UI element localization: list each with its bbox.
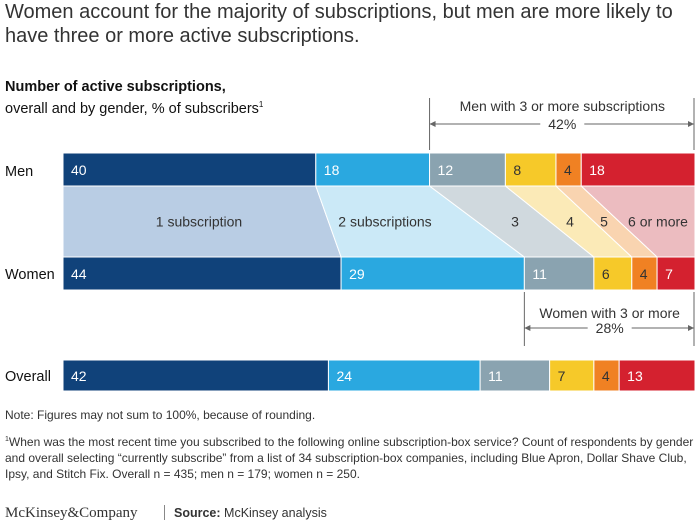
annotation-2-value: 28% <box>596 320 624 336</box>
chart-subtitle: Number of active subscriptions, overall … <box>5 78 263 118</box>
category-label-overall: Overall <box>5 369 51 385</box>
bar-men-6 <box>580 152 696 187</box>
bar-overall-2 <box>327 359 481 392</box>
bar-women-1 <box>62 256 342 291</box>
annotation-2-arrow-right <box>688 325 694 331</box>
value-label-overall-1: 42 <box>71 368 87 384</box>
value-label-men-6: 18 <box>589 162 605 178</box>
stacked-bar-chart: 1 subscription 2 subscriptions 3 4 5 6 or mor… <box>5 98 696 392</box>
value-label-men-4: 8 <box>513 162 521 178</box>
value-label-overall-3: 11 <box>488 368 503 384</box>
annotation-1-arrow-right <box>688 121 694 127</box>
value-label-overall-5: 4 <box>602 368 610 384</box>
chart-footnote: 1When was the most recent time you subsc… <box>5 432 695 482</box>
legend-label-2: 2 subscriptions <box>338 214 431 230</box>
value-label-women-2: 29 <box>349 266 365 282</box>
annotation-2-arrow-left <box>524 325 531 331</box>
bar-women-4 <box>593 256 633 291</box>
bar-men-5 <box>555 152 582 187</box>
chart-note: Note: Figures may not sum to 100%, becau… <box>5 408 316 422</box>
legend-label-3: 3 <box>511 214 519 230</box>
value-label-women-3: 11 <box>532 266 547 282</box>
category-label-women: Women <box>5 267 55 283</box>
category-label-men: Men <box>5 164 33 180</box>
value-label-women-6: 7 <box>665 266 673 282</box>
value-label-men-5: 4 <box>564 162 572 178</box>
source-line: Source: McKinsey analysis <box>174 506 327 520</box>
value-label-men-1: 40 <box>71 162 87 178</box>
bar-men-3 <box>429 152 506 187</box>
value-label-overall-4: 7 <box>558 368 566 384</box>
legend-label-1: 1 subscription <box>156 214 242 230</box>
footnote-marker: 1 <box>5 436 9 443</box>
value-label-women-1: 44 <box>71 266 87 282</box>
bar-overall-5 <box>593 359 620 392</box>
subtitle-footnote-marker: 1 <box>258 100 264 109</box>
bar-women-5 <box>631 256 658 291</box>
value-label-overall-6: 13 <box>627 368 643 384</box>
value-label-women-5: 4 <box>640 266 648 282</box>
value-label-women-4: 6 <box>602 266 610 282</box>
bar-men-1 <box>62 152 317 187</box>
source-text: McKinsey analysis <box>224 506 327 520</box>
annotation-1-arrow-left <box>429 121 436 127</box>
bar-women-3 <box>523 256 595 291</box>
bar-men-4 <box>504 152 557 187</box>
bar-men-2 <box>315 152 431 187</box>
bar-overall-6 <box>618 359 696 392</box>
annotation-1-value: 42% <box>548 116 576 132</box>
bar-women-2 <box>340 256 525 291</box>
subtitle-bold: Number of active subscriptions, <box>5 79 226 95</box>
bar-overall-4 <box>549 359 595 392</box>
annotation-2-label: Women with 3 or more <box>539 305 680 321</box>
subtitle-unit: % of subscribers <box>151 100 259 117</box>
value-label-men-2: 18 <box>324 162 340 178</box>
footnote-text: When was the most recent time you subscr… <box>5 435 694 481</box>
subtitle-rest: overall and by gender, <box>5 100 148 117</box>
legend-label-6: 6 or more <box>628 214 688 230</box>
bar-women-6 <box>656 256 696 291</box>
value-label-overall-2: 24 <box>336 368 352 384</box>
footer-divider <box>164 505 165 520</box>
value-label-men-3: 12 <box>438 162 454 178</box>
legend-label-4: 4 <box>566 214 574 230</box>
bar-overall-1 <box>62 359 329 392</box>
brand-logo: McKinsey&Company <box>5 505 138 521</box>
annotation-1-label: Men with 3 or more subscriptions <box>460 98 665 114</box>
source-label: Source: <box>174 506 221 520</box>
chart-title: Women account for the majority of subscr… <box>5 1 673 47</box>
legend-label-5: 5 <box>600 214 608 230</box>
